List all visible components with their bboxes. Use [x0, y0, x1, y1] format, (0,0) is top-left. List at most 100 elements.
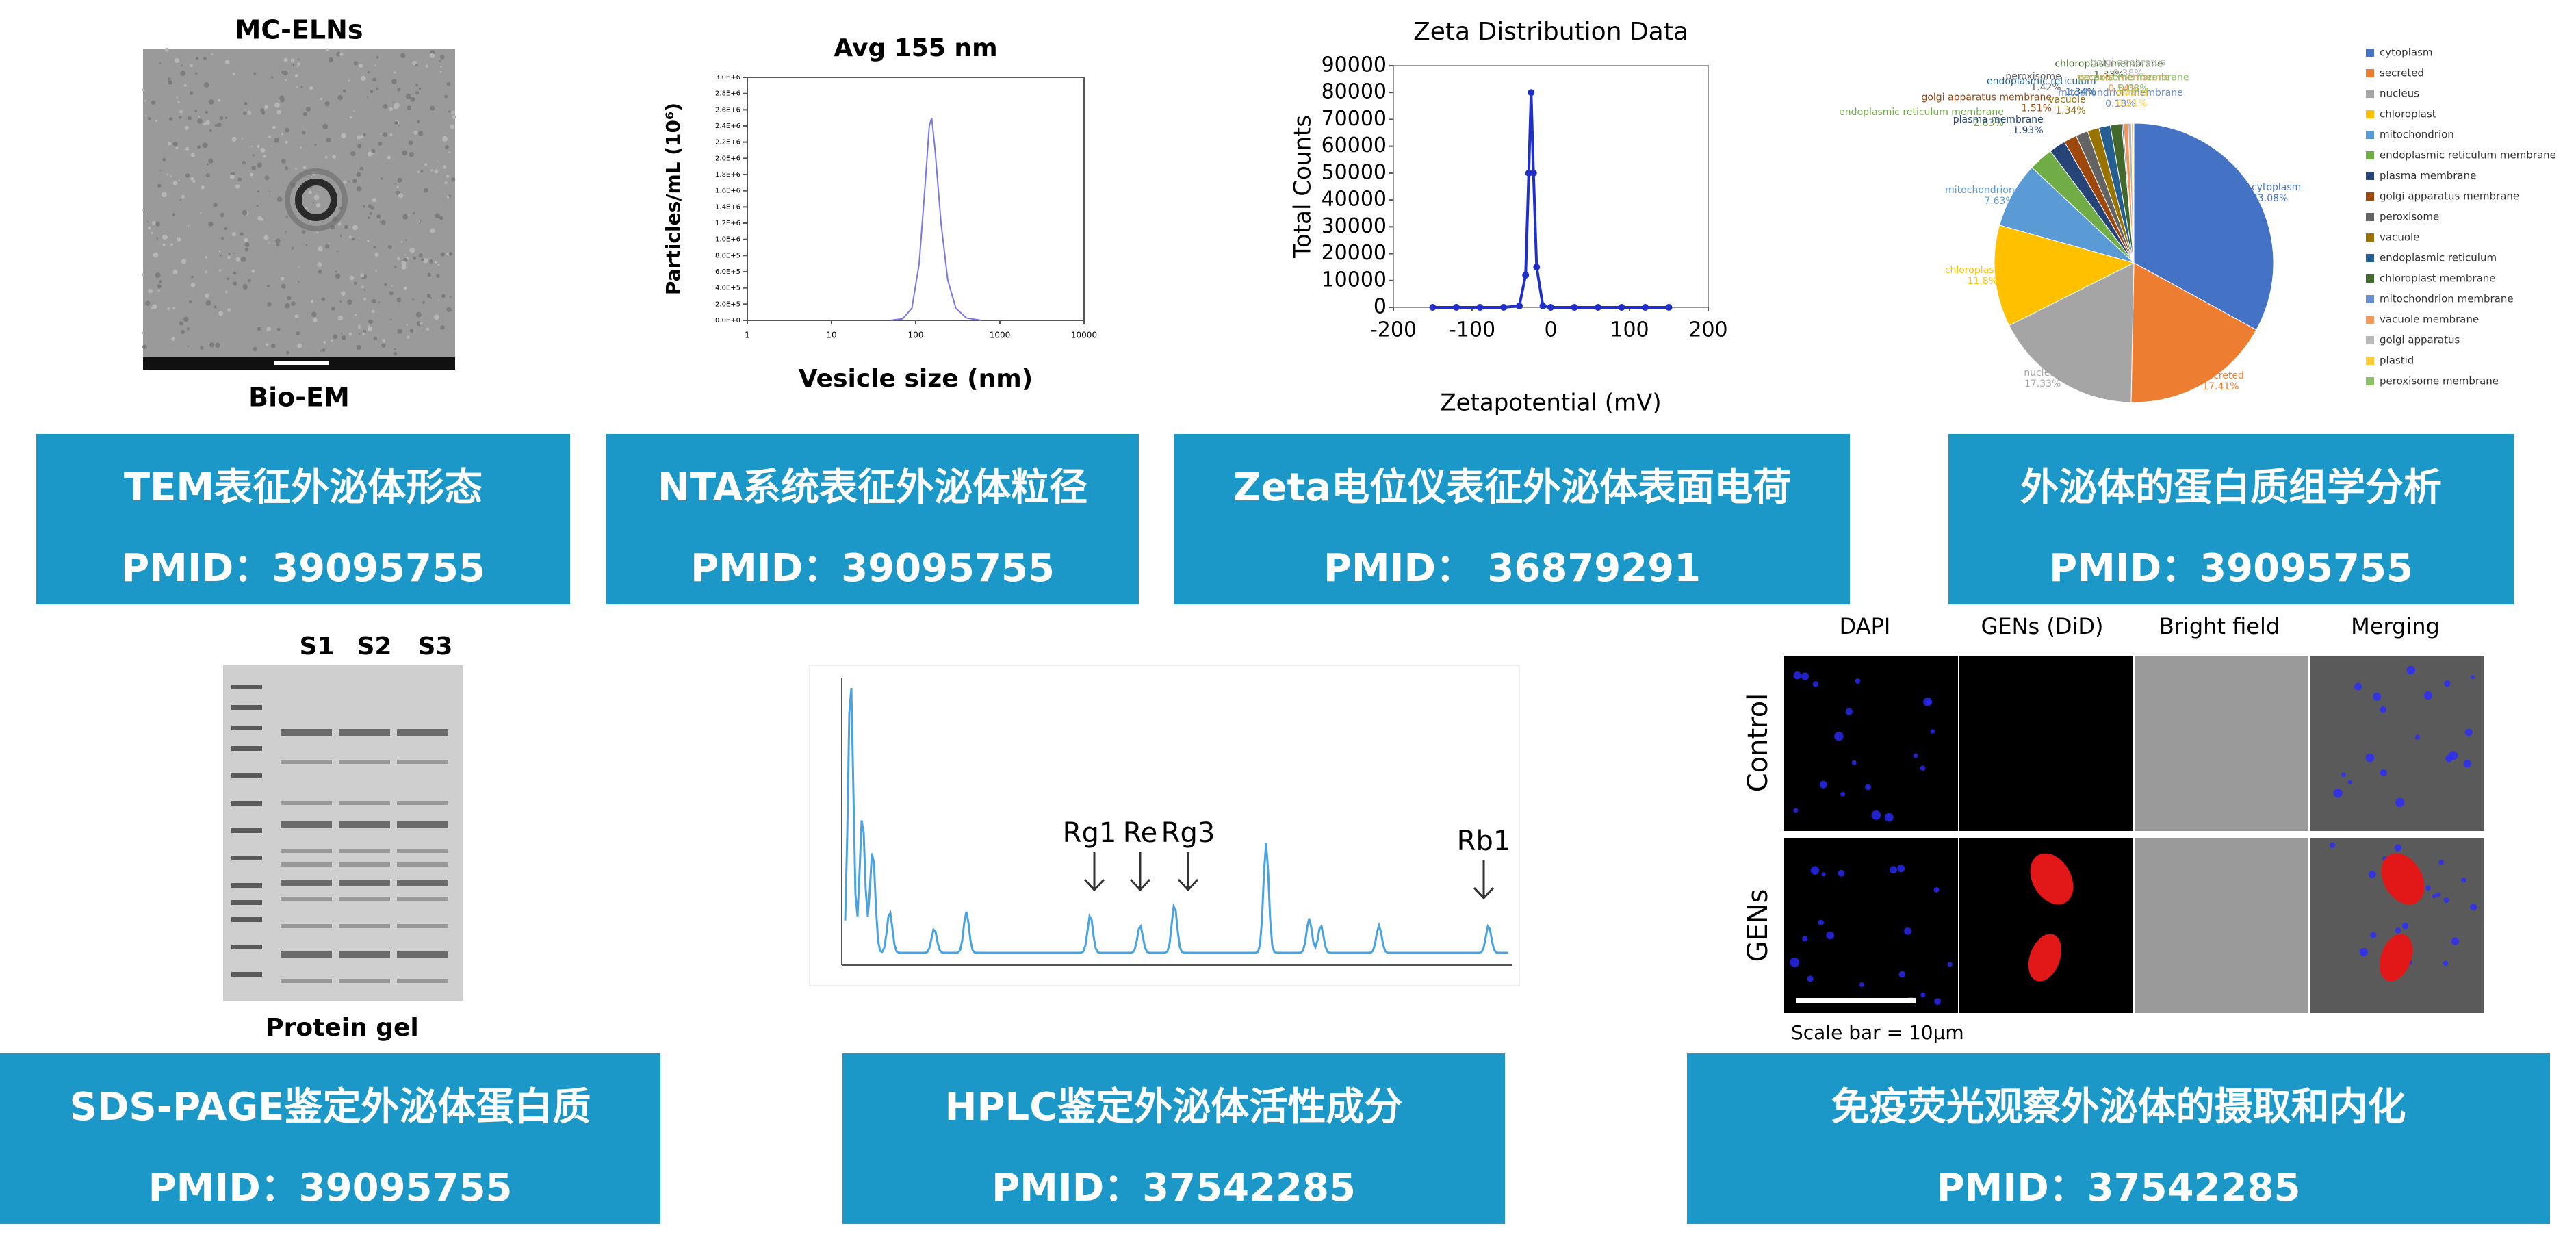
caption-box — [1174, 434, 1850, 604]
tem-speck — [436, 274, 440, 279]
tem-speck — [168, 77, 171, 81]
tem-speck — [384, 283, 387, 287]
tem-speck — [394, 71, 396, 74]
tem-speck — [251, 165, 257, 170]
tem-speck — [268, 242, 270, 244]
tem-speck — [194, 72, 198, 75]
legend-label: chloroplast — [2380, 108, 2436, 120]
gel-lane-label: S2 — [357, 632, 392, 661]
legend-label: peroxisome membrane — [2380, 375, 2499, 387]
fluo-column-label: Bright field — [2159, 613, 2280, 639]
legend-label: peroxisome — [2380, 211, 2439, 223]
tem-speck — [354, 314, 357, 316]
tem-speck — [284, 127, 289, 133]
tem-speck — [162, 192, 167, 198]
tem-speck — [213, 203, 218, 207]
line-marker — [1618, 304, 1625, 311]
tem-speck — [337, 222, 342, 226]
y-tick-label: 2.8E+6 — [715, 90, 740, 98]
gel-bands — [231, 685, 448, 983]
tem-speck — [412, 298, 415, 301]
tem-speck — [410, 97, 415, 102]
legend-swatch — [2366, 233, 2374, 242]
tem-speck — [387, 245, 392, 250]
fluo-nucleus — [1801, 672, 1809, 680]
caption-box — [606, 434, 1139, 604]
tem-speck — [404, 254, 407, 256]
tem-speck — [290, 58, 295, 63]
tem-speck — [153, 252, 159, 258]
tem-speck — [252, 154, 255, 157]
pmid: PMID：39095755 — [691, 546, 1055, 591]
gel-band — [281, 862, 332, 867]
pie-value-label: 1.34% — [2055, 105, 2085, 116]
tem-speck — [224, 290, 228, 294]
fluo-nucleus — [2370, 932, 2377, 938]
tem-speck — [203, 82, 209, 88]
fluo-panel — [1784, 656, 1958, 831]
y-tick-label: 1.6E+6 — [715, 188, 740, 195]
tem-speck — [278, 238, 280, 240]
tem-speck — [179, 110, 183, 114]
tem-speck — [170, 175, 172, 177]
tem-speck — [332, 155, 337, 159]
tem-speck — [417, 120, 420, 123]
tem-speck — [205, 293, 209, 298]
legend-label: mitochondrion membrane — [2380, 293, 2514, 305]
tem-speck — [189, 91, 194, 95]
gel-band — [339, 849, 390, 853]
tem-speck — [398, 193, 404, 199]
legend-swatch — [2366, 316, 2374, 324]
fluo-nucleus — [1947, 962, 1953, 967]
gel-marker-band — [231, 828, 262, 833]
pie-value-label: 0.54% — [2108, 84, 2138, 94]
caption: SDS-PAGE鉴定外泌体蛋白质 — [70, 1085, 591, 1129]
gel-marker-band — [231, 726, 262, 730]
gel-band — [281, 760, 332, 764]
legend-swatch — [2366, 90, 2374, 98]
hplc-peak-label: Rg3 — [1161, 817, 1215, 849]
tem-speck — [159, 169, 162, 172]
tem-speck — [426, 294, 431, 298]
tem-speck — [272, 125, 276, 129]
tem-speck — [312, 317, 318, 323]
tem-speck — [285, 79, 287, 81]
tem-speck — [295, 167, 298, 170]
fluo-cell — [2379, 934, 2413, 982]
fluo-nucleus — [1904, 927, 1911, 935]
fluo-panel — [1959, 656, 2133, 831]
tem-speck — [172, 269, 178, 274]
hplc-peak-label: Re — [1123, 817, 1158, 849]
y-tick-label: 2.2E+6 — [715, 139, 740, 146]
tem-speck — [218, 99, 221, 102]
gel-marker-band — [231, 917, 262, 922]
tem-speck — [157, 290, 160, 292]
tem-speck — [274, 102, 280, 108]
fluo-nucleus — [2432, 894, 2437, 899]
tem-speck — [244, 238, 248, 242]
tem-speck — [276, 243, 280, 247]
tem-speck — [257, 327, 261, 331]
tem-speck — [318, 269, 322, 274]
tem-speck — [233, 252, 235, 255]
tem-speck — [381, 177, 383, 180]
fluo-row-label: GENs — [1742, 888, 1774, 962]
legend-swatch — [2366, 213, 2374, 221]
tem-speck — [296, 331, 300, 335]
pie-slice-name: peroxisome — [2005, 71, 2061, 82]
caption: TEM表征外泌体形态 — [124, 465, 482, 510]
tem-speck — [280, 276, 285, 281]
tem-speck — [281, 283, 286, 289]
tem-speck — [368, 216, 370, 219]
tem-speck — [376, 87, 379, 90]
caption-box — [36, 434, 570, 604]
tem-speck — [185, 173, 190, 178]
pie-slice-name: secreted — [2202, 370, 2244, 381]
legend-label: vacuole membrane — [2380, 314, 2479, 326]
pmid: PMID：37542285 — [992, 1166, 1356, 1210]
pie-value-label: 17.41% — [2202, 381, 2239, 392]
y-tick-label: 2.0E+6 — [715, 155, 740, 162]
y-tick-label: 4.0E+5 — [715, 285, 740, 292]
y-tick-label: 1.4E+6 — [715, 203, 740, 211]
fluo-nucleus — [2436, 892, 2441, 897]
